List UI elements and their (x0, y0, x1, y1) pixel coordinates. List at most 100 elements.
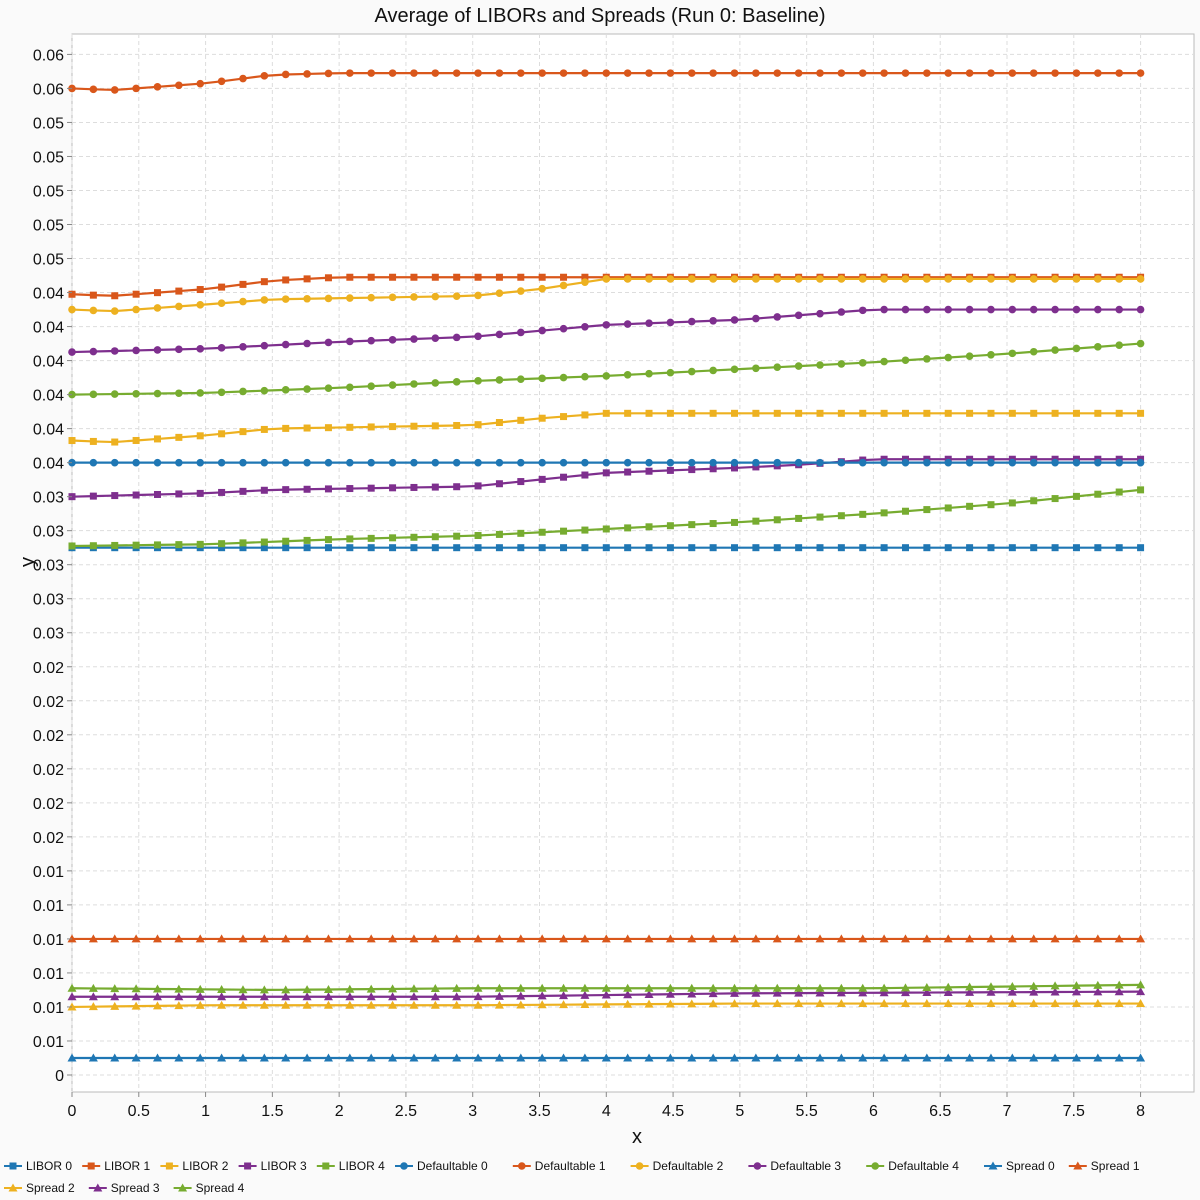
data-point-libor-1 (346, 273, 354, 281)
data-point-spread-4 (730, 983, 740, 992)
data-point-spread-2 (1071, 999, 1081, 1008)
data-point-spread-2 (281, 1000, 291, 1009)
data-point-spread-2 (174, 1001, 184, 1010)
data-point-libor-2 (688, 409, 696, 417)
data-point-libor-2 (560, 413, 568, 421)
data-point-spread-3 (217, 992, 227, 1001)
data-point-defaultable-2 (175, 302, 183, 311)
data-point-defaultable-4 (752, 364, 760, 373)
data-point-defaultable-2 (687, 275, 696, 283)
data-point-libor-0 (602, 544, 610, 552)
data-point-defaultable-2 (816, 275, 824, 283)
data-point-defaultable-1 (452, 69, 461, 77)
data-point-spread-2 (131, 1001, 141, 1010)
data-point-defaultable-0 (773, 458, 782, 467)
data-point-spread-0 (794, 1053, 804, 1062)
data-point-spread-0 (1007, 1053, 1017, 1062)
data-point-spread-3 (430, 992, 440, 1001)
data-point-libor-1 (453, 273, 461, 281)
data-point-libor-0 (1051, 544, 1059, 552)
data-point-spread-2 (110, 1001, 120, 1010)
data-point-libor-2 (709, 409, 717, 417)
data-point-spread-3 (281, 992, 291, 1001)
data-point-defaultable-1 (388, 69, 397, 77)
legend-marker (9, 1162, 17, 1170)
data-point-libor-2 (1137, 409, 1145, 417)
data-point-spread-3 (1114, 987, 1124, 996)
data-point-defaultable-4 (559, 373, 568, 382)
data-point-spread-1 (1071, 934, 1081, 943)
data-point-libor-4 (602, 525, 610, 533)
data-point-libor-4 (1072, 492, 1080, 500)
data-point-defaultable-2 (880, 275, 888, 283)
data-point-libor-1 (132, 290, 140, 298)
data-point-spread-2 (1093, 999, 1103, 1008)
data-point-defaultable-3 (666, 318, 675, 327)
data-point-spread-1 (1050, 934, 1060, 943)
data-point-spread-1 (494, 934, 504, 943)
data-point-libor-2 (731, 409, 739, 417)
data-point-libor-4 (987, 501, 995, 509)
data-point-defaultable-1 (602, 69, 611, 77)
data-point-libor-3 (709, 465, 717, 473)
legend-item-libor-3: LIBOR 3 (238, 1159, 307, 1173)
data-point-defaultable-4 (260, 386, 269, 395)
y-tick-label: 0.06 (33, 81, 64, 98)
data-point-defaultable-4 (239, 387, 247, 396)
data-point-defaultable-0 (367, 458, 376, 467)
series-spread-4 (67, 980, 1146, 994)
data-point-defaultable-4 (837, 360, 846, 368)
data-point-libor-4 (111, 541, 119, 549)
legend-item-defaultable-0: Defaultable 0 (395, 1159, 488, 1173)
data-point-defaultable-0 (1008, 458, 1017, 467)
legend-marker (988, 1161, 998, 1170)
data-point-defaultable-0 (239, 458, 247, 467)
data-point-defaultable-3 (110, 347, 119, 355)
data-point-libor-3 (389, 484, 397, 492)
data-point-spread-4 (858, 983, 868, 992)
legend-label: LIBOR 4 (339, 1159, 385, 1173)
data-point-spread-3 (900, 988, 910, 997)
data-point-spread-4 (644, 983, 654, 992)
legend-item-defaultable-2: Defaultable 2 (630, 1159, 724, 1173)
data-point-spread-3 (1136, 987, 1146, 996)
data-point-spread-2 (559, 1000, 569, 1009)
data-point-defaultable-2 (474, 291, 482, 300)
data-point-libor-2 (666, 409, 674, 417)
legend-label: Spread 0 (1006, 1159, 1055, 1173)
data-point-defaultable-2 (239, 297, 247, 306)
data-point-defaultable-3 (752, 314, 760, 323)
data-point-libor-1 (495, 273, 503, 281)
data-point-spread-0 (1050, 1053, 1060, 1062)
data-point-defaultable-1 (217, 77, 226, 86)
data-point-defaultable-4 (816, 361, 824, 369)
data-point-libor-2 (773, 409, 781, 417)
data-point-libor-0 (688, 544, 696, 552)
data-point-libor-1 (517, 273, 525, 281)
data-point-libor-2 (303, 424, 311, 432)
data-point-libor-3 (731, 464, 739, 472)
data-point-defaultable-2 (431, 292, 440, 301)
y-tick-label: 0.02 (33, 728, 64, 745)
data-point-libor-2 (880, 409, 888, 417)
data-point-spread-1 (430, 934, 440, 943)
legend-marker (178, 1183, 188, 1192)
data-point-spread-3 (473, 992, 483, 1001)
data-point-libor-2 (1030, 409, 1038, 417)
data-point-libor-0 (367, 544, 375, 552)
data-point-libor-4 (773, 516, 781, 524)
legend-marker (635, 1162, 644, 1170)
legend-label: Defaultable 4 (888, 1159, 959, 1173)
data-point-libor-0 (1094, 544, 1102, 552)
data-point-libor-3 (239, 487, 247, 495)
data-point-libor-2 (196, 432, 204, 440)
data-point-spread-1 (730, 934, 740, 943)
data-point-defaultable-1 (645, 69, 653, 77)
data-point-libor-4 (880, 509, 888, 517)
data-point-spread-2 (965, 999, 975, 1008)
data-point-spread-1 (110, 934, 120, 943)
data-point-spread-1 (922, 934, 932, 943)
data-point-libor-0 (474, 544, 482, 552)
data-point-libor-2 (495, 419, 503, 427)
data-point-libor-4 (538, 528, 546, 536)
